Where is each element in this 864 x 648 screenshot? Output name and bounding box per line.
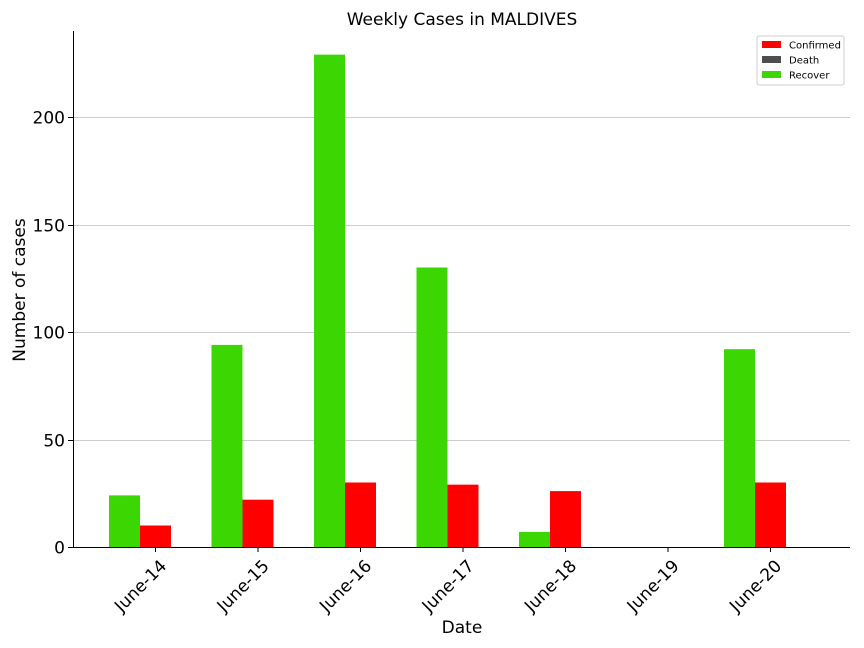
legend-label-recover: Recover [789, 71, 830, 82]
y-tick-label: 50 [43, 432, 65, 452]
bar-confirmed [242, 499, 274, 547]
grid-lines [73, 117, 850, 441]
x-axis-label: Date [442, 618, 483, 638]
x-tick-label: June-14 [110, 556, 171, 617]
bar-recover [416, 267, 448, 547]
x-tick-label: June-16 [315, 556, 376, 617]
legend: Confirmed Death Recover [756, 35, 845, 86]
y-tick-label: 200 [33, 109, 65, 129]
y-tick-label: 150 [33, 217, 65, 237]
bar-recover [519, 531, 550, 547]
legend-label-confirmed: Confirmed [789, 41, 841, 52]
chart-title: Weekly Cases in MALDIVES [347, 10, 578, 30]
bar-confirmed [447, 484, 479, 547]
bar-recover [314, 54, 345, 548]
bars-group [109, 54, 786, 548]
bar-recover [109, 495, 140, 547]
bar-confirmed [345, 482, 376, 547]
y-tick-label: 0 [54, 539, 65, 559]
x-tick-label: June-15 [213, 556, 274, 617]
legend-swatch-death [762, 56, 781, 63]
bar-confirmed [140, 525, 171, 547]
y-ticks: 0 50 100 150 200 [33, 109, 73, 559]
bar-recover [211, 344, 243, 547]
bar-confirmed [755, 482, 786, 547]
x-tick-label: June-19 [623, 556, 684, 617]
y-tick-label: 100 [33, 324, 65, 344]
y-axis-label: Number of cases [10, 218, 30, 362]
x-ticks: June-14 June-15 June-16 June-17 June-18 June-… [110, 547, 786, 617]
axes [73, 31, 850, 548]
legend-swatch-recover [762, 71, 781, 78]
x-tick-label: June-17 [418, 556, 479, 617]
legend-label-death: Death [789, 56, 819, 67]
legend-swatch-confirmed [762, 41, 781, 48]
x-tick-label: June-18 [520, 556, 581, 617]
bar-recover [724, 349, 755, 547]
bar-confirmed [550, 491, 581, 547]
x-tick-label: June-20 [725, 556, 786, 617]
